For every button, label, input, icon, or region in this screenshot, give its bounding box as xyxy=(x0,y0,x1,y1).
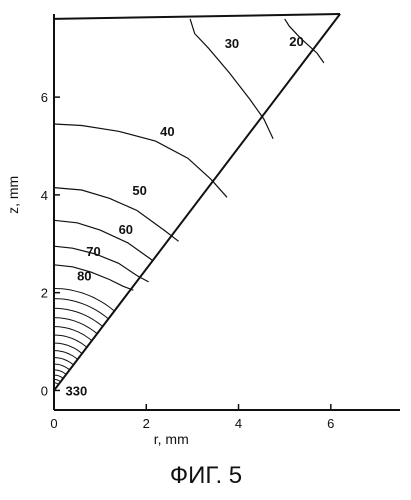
contour-line xyxy=(54,220,153,261)
contour-label: 330 xyxy=(66,383,88,398)
inner-contour-line xyxy=(54,375,63,379)
x-tick-label: 4 xyxy=(235,416,242,431)
y-tick-label: 4 xyxy=(41,188,48,203)
contour-label: 50 xyxy=(132,183,146,198)
contour-line xyxy=(54,188,179,242)
x-tick-label: 6 xyxy=(327,416,334,431)
contour-label: 40 xyxy=(160,124,174,139)
contour-label: 20 xyxy=(289,34,303,49)
y-axis-label: z, mm xyxy=(5,176,21,214)
y-tick-label: 0 xyxy=(41,383,48,398)
inner-contour-line xyxy=(54,370,66,375)
contour-label: 60 xyxy=(119,222,133,237)
contour-label: 70 xyxy=(86,244,100,259)
contour-label: 80 xyxy=(77,268,91,283)
inner-contour-line xyxy=(54,289,114,312)
inner-contour-line xyxy=(54,308,103,326)
contour-line xyxy=(54,265,133,290)
inner-contour-line xyxy=(54,364,70,370)
cone-boundary-line xyxy=(54,14,340,390)
x-tick-label: 0 xyxy=(50,416,57,431)
top-boundary-line xyxy=(54,14,340,19)
figure-caption: ФИГ. 5 xyxy=(170,462,242,489)
inner-contour-line xyxy=(54,343,82,353)
x-axis-label: r, mm xyxy=(154,431,189,447)
contour-label: 30 xyxy=(225,36,239,51)
plot-area: 0246024633080706050403020 xyxy=(41,14,400,431)
y-tick-label: 2 xyxy=(41,286,48,301)
y-tick-label: 6 xyxy=(41,90,48,105)
inner-contour-line xyxy=(54,335,87,347)
x-tick-label: 2 xyxy=(143,416,150,431)
